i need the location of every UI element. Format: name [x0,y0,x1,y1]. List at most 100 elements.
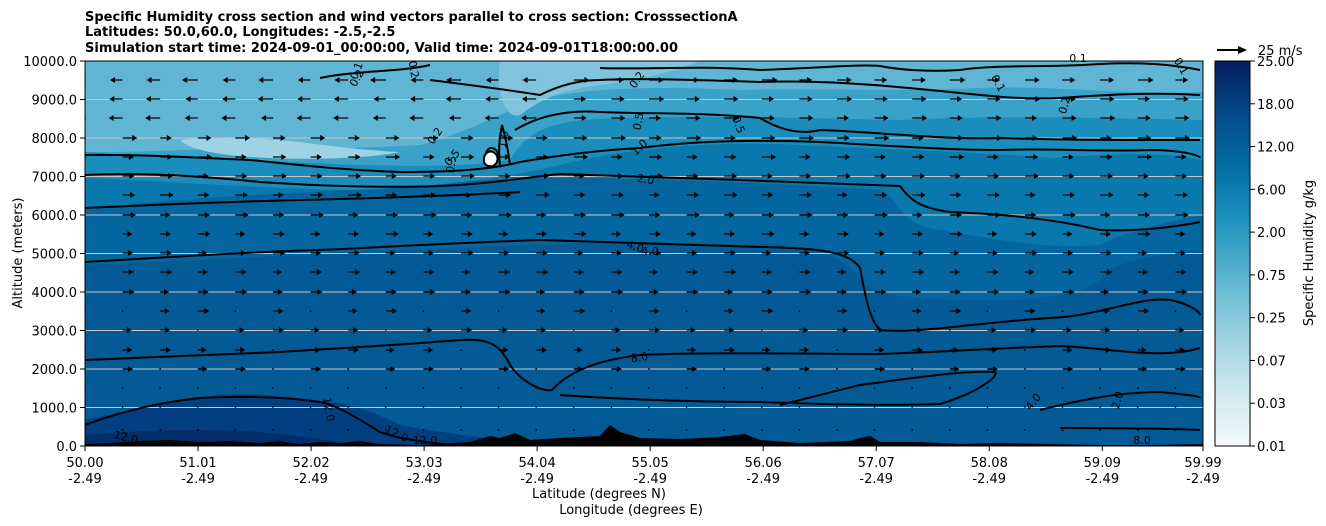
wind-vector [911,368,914,370]
wind-vector-head [807,77,813,83]
x-tick-label-latitude: 55.05 [632,456,669,471]
wind-vector-head [659,96,665,102]
wind-vector-head [502,327,508,333]
wind-vector-head [1106,250,1112,256]
wind-vector-head [654,192,660,198]
wind-vector-head [429,154,435,160]
wind-vector-head [279,212,285,218]
wind-vector-head [316,269,322,275]
contour-line-2.0 [85,172,1201,232]
wind-vector-head [1031,327,1037,333]
wind-vector-head [185,96,191,102]
wind-vector-head [297,77,303,83]
wind-vector-head [884,135,890,141]
wind-vector [723,368,726,370]
x-tick-label-latitude: 59.99 [1184,456,1221,471]
wind-vector-head [484,115,490,121]
wind-vector-head [733,96,739,102]
wind-vector-head [843,212,849,218]
wind-vector-head [315,231,321,237]
contour-label: 0.5 [631,112,647,131]
wind-vector-head [655,115,661,121]
wind-vector-head [1143,173,1149,179]
wind-vector-head [356,173,362,179]
quiver-key-label: 25 m/s [1258,44,1303,59]
colorbar-tick-label: 0.25 [1257,312,1286,327]
wind-vector-head [916,308,922,314]
wind-vector [798,406,801,408]
wind-vector [121,310,124,312]
wind-vector-head [240,366,246,372]
wind-vector [836,368,838,370]
wind-vector [873,406,876,408]
wind-vector-head [995,77,1001,83]
wind-vector-head [206,135,212,141]
wind-vector-head [320,135,326,141]
wind-vector [648,429,650,431]
x-tick-label-longitude: -2.49 [68,472,102,487]
wind-vector [1136,406,1139,408]
wind-vector [685,406,688,408]
wind-vector [723,387,726,389]
wind-vector-head [957,96,963,102]
wind-vector-head [577,347,583,353]
x-tick-label-longitude: -2.49 [972,472,1006,487]
wind-vector-head [242,289,248,295]
wind-vector-head [1033,154,1039,160]
x-tick-label-latitude: 56.06 [745,456,782,471]
wind-vector-head [277,269,283,275]
x-tick-label-longitude: -2.49 [859,472,893,487]
wind-vector [723,429,726,431]
wind-vector-head [540,308,546,314]
wind-vector-head [431,212,437,218]
wind-vector-head [128,366,133,372]
wind-vector-head [316,250,322,256]
wind-vector [685,387,688,389]
wind-vector [648,387,650,389]
wind-vector-head [693,289,699,295]
wind-vector-head [1183,212,1189,218]
wind-vector-head [390,366,396,372]
wind-vector-head [842,308,848,314]
wind-vector [723,406,726,408]
wind-vector-head [694,212,700,218]
wind-vector [347,368,350,370]
wind-vector-head [316,154,322,160]
wind-vector-head [579,173,585,179]
wind-vector-head [278,192,284,198]
wind-vector-head [1067,231,1073,237]
wind-vector-head [732,173,738,179]
wind-vector-head [694,192,700,198]
wind-vector [497,406,500,408]
wind-vector-head [1070,77,1076,83]
wind-vector-head [389,347,395,353]
wind-vector-head [355,154,361,160]
wind-vector-head [353,347,359,353]
wind-vector-head [1068,269,1074,275]
wind-vector-head [372,115,378,121]
wind-vector-head [428,366,434,372]
wind-vector [1099,429,1102,431]
wind-vector-head [695,115,701,121]
wind-vector-head [845,154,851,160]
wind-vector-head [844,135,850,141]
wind-vector [760,329,763,331]
wind-vector-head [1145,96,1151,102]
wind-vector-head [430,289,436,295]
wind-vector-head [1107,154,1113,160]
wind-vector [309,387,312,389]
wind-vector-head [1144,308,1150,314]
wind-vector [610,406,613,408]
wind-vector-head [1030,308,1036,314]
x-tick-label-latitude: 52.02 [292,456,329,471]
wind-vector-head [1142,269,1148,275]
wind-vector [760,429,763,431]
wind-vector-head [146,77,152,83]
wind-vector-head [504,250,510,256]
wind-vector-head [1106,231,1112,237]
x-tick-label-latitude: 57.07 [858,456,895,471]
wind-vector [422,406,425,408]
wind-vector-head [992,250,998,256]
wind-vector-head [916,289,921,295]
wind-vector-head [957,212,962,218]
